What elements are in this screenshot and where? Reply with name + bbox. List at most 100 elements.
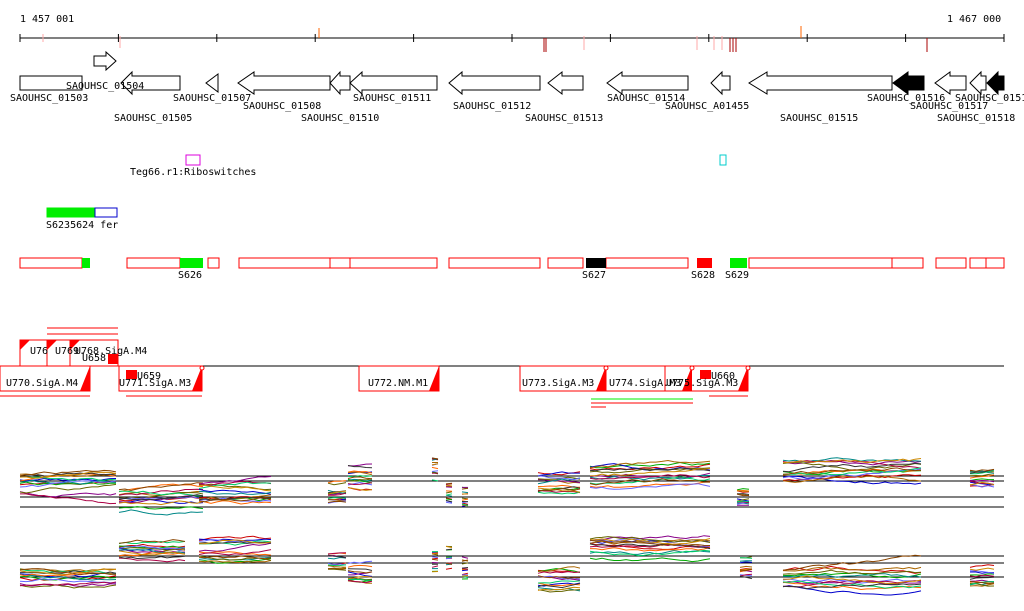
expression-line <box>198 488 272 495</box>
expression-line <box>19 491 117 498</box>
cyan-feature[interactable] <box>719 154 727 166</box>
expression-line <box>782 475 922 485</box>
expression-line <box>969 564 995 568</box>
expression-line <box>782 583 922 590</box>
expression-line <box>461 491 469 494</box>
expression-line <box>537 488 581 492</box>
ruler-marks <box>42 26 928 52</box>
expression-line <box>589 543 711 550</box>
expression-line <box>782 581 922 591</box>
expression-line <box>118 555 186 560</box>
expression-line <box>118 509 204 516</box>
segment-label: S627 <box>582 270 606 281</box>
expression-line <box>198 560 272 564</box>
promoter-label: U768.SigA.M4 <box>75 346 147 357</box>
segment-S626[interactable] <box>180 258 203 268</box>
gene-label: SAOUHSC_01505 <box>114 113 192 124</box>
gene-SAOUHSC_01512[interactable] <box>448 70 541 96</box>
gene-SAOUHSC_01505[interactable] <box>120 70 181 96</box>
expression-line <box>347 571 373 577</box>
gene-label: SAOUHSC_01514 <box>607 93 685 104</box>
expression-line <box>461 503 469 506</box>
expression-line <box>198 555 272 560</box>
expression-line <box>327 497 347 499</box>
expression-line <box>969 484 995 488</box>
gene-SAOUHSC_01515[interactable] <box>748 71 893 95</box>
srna-blue[interactable] <box>94 207 118 218</box>
expression-line <box>347 580 373 584</box>
expression-line <box>589 538 711 546</box>
expression-line <box>736 493 750 495</box>
expression-line <box>347 575 373 580</box>
expression-line <box>445 484 453 487</box>
gene-SAOUHSC_01517[interactable] <box>934 71 967 95</box>
gene-SAOUHSC_01518[interactable] <box>969 70 987 96</box>
expression-line <box>118 540 186 545</box>
promoter-label: U659 <box>137 371 161 382</box>
expression-line <box>327 482 347 486</box>
expression-line <box>118 549 186 554</box>
expression-line <box>327 565 347 568</box>
expression-line <box>969 474 995 479</box>
expression-line <box>589 543 711 549</box>
expression-line <box>445 482 453 485</box>
expression-line <box>445 545 453 549</box>
expression-line <box>589 557 711 563</box>
gene-SAOUHSC_01514[interactable] <box>606 71 689 95</box>
segment-S627[interactable] <box>586 258 606 268</box>
expression-line <box>19 583 116 587</box>
expression-line <box>198 484 272 492</box>
expression-line <box>969 570 995 574</box>
expression-line <box>347 560 373 564</box>
gene-label: SAOUHSC_01507 <box>173 93 251 104</box>
expression-line <box>445 557 453 560</box>
segment-green[interactable] <box>82 258 90 268</box>
expression-line <box>118 545 186 550</box>
expression-line <box>431 479 439 482</box>
segment-S628[interactable] <box>697 258 712 268</box>
expression-line <box>347 487 373 491</box>
gene-SAOUHSC_01503[interactable] <box>19 75 83 91</box>
segment-S629[interactable] <box>730 258 747 268</box>
expression-line <box>969 576 995 580</box>
gene-label: SAOUHSC_01518 <box>937 113 1015 124</box>
expression-line <box>347 570 373 574</box>
gene-SAOUHSC_01516[interactable] <box>892 71 925 95</box>
promoter-label: U76 <box>30 346 48 357</box>
expression-line <box>431 466 439 470</box>
expression-line <box>19 575 117 581</box>
expression-line <box>537 489 581 494</box>
expression-line <box>739 575 753 580</box>
srna-green[interactable] <box>46 207 96 218</box>
gene-SAOUHSC_01507[interactable] <box>205 73 219 93</box>
expression-line <box>589 467 711 477</box>
gene-SAOUHSC_0151[interactable] <box>986 70 1005 96</box>
srna-label: S6235624 fer <box>46 220 118 231</box>
expression-line <box>461 487 469 490</box>
expression-line <box>431 558 439 561</box>
expression-line <box>19 483 117 494</box>
expression-line <box>19 476 117 481</box>
expression-line <box>118 552 186 557</box>
gene-label: SAOUHSC_01504 <box>66 81 144 92</box>
expression-line <box>445 498 453 501</box>
expression-line <box>461 567 469 569</box>
expression-line <box>118 539 186 544</box>
expression-line <box>736 498 750 502</box>
gene-SAOUHSC_01510[interactable] <box>329 70 351 96</box>
gene-label: SAOUHSC_A01455 <box>665 101 749 112</box>
riboswitch-feature[interactable] <box>185 154 201 166</box>
gene-label: SAOUHSC_01511 <box>353 93 431 104</box>
expression-line <box>589 467 711 472</box>
gene-SAOUHSC_01508[interactable] <box>237 71 331 95</box>
expression-line <box>739 573 753 577</box>
gene-SAOUHSC_01513[interactable] <box>547 70 584 96</box>
expression-profile-lower <box>19 535 1004 596</box>
expression-line <box>739 574 753 577</box>
gene-track: SAOUHSC_01503 SAOUHSC_01504 SAOUHSC_0150… <box>10 50 1024 124</box>
gene-SAOUHSC_01511[interactable] <box>349 70 438 96</box>
expression-line <box>461 559 469 562</box>
gene-SAOUHSC_01504[interactable] <box>93 50 117 72</box>
gene-SAOUHSC_A01455[interactable] <box>710 70 731 96</box>
expression-line <box>198 549 272 556</box>
